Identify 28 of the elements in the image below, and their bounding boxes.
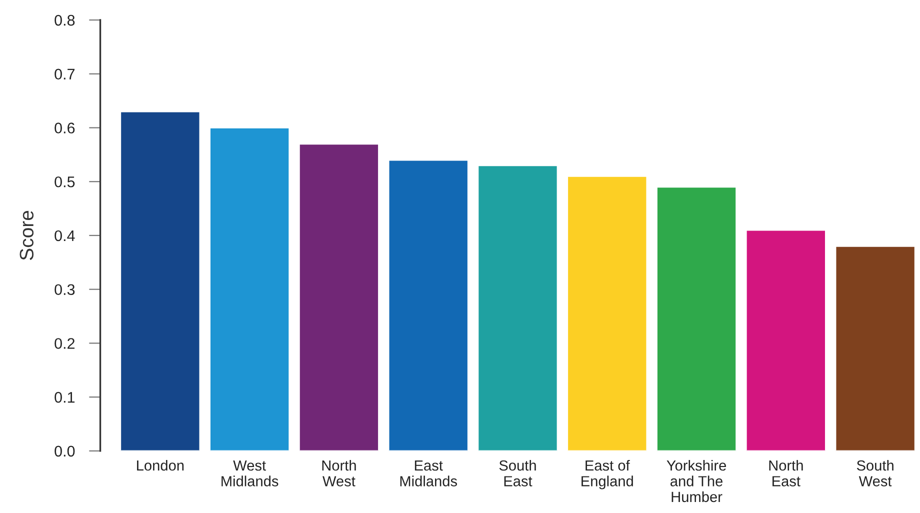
x-tick-label: South East — [499, 460, 536, 486]
x-tick-label: West Midlands — [222, 460, 278, 486]
y-tick-label: 0.6 — [54, 122, 75, 134]
y-tick-label: 0.8 — [54, 14, 75, 26]
bar — [298, 143, 380, 451]
bar — [745, 229, 826, 451]
bar — [656, 186, 737, 451]
bar — [834, 246, 916, 451]
y-tick-label: 0.1 — [54, 392, 75, 403]
y-tick-label: 0.5 — [54, 176, 75, 188]
y-tick-label: 0.3 — [54, 284, 75, 296]
bar — [120, 110, 201, 451]
y-tick-label: 0.2 — [54, 338, 75, 349]
x-tick-label: East of England — [582, 460, 633, 490]
y-axis-title: Score — [20, 210, 34, 260]
x-tick-label: Yorkshire and The Humber — [666, 460, 726, 502]
x-tick-label: North West — [322, 460, 356, 486]
x-tick-label: South West — [856, 460, 894, 486]
bar — [388, 159, 469, 451]
x-tick-label: London — [137, 460, 184, 471]
bar — [477, 164, 558, 451]
bar — [209, 127, 290, 451]
x-tick-label: North East — [769, 460, 803, 486]
y-tick-label: 0.0 — [54, 446, 75, 457]
x-tick-label: East Midlands — [400, 460, 458, 486]
bar — [566, 176, 648, 451]
y-tick-label: 0.4 — [54, 230, 75, 242]
y-tick-label: 0.7 — [54, 68, 75, 80]
